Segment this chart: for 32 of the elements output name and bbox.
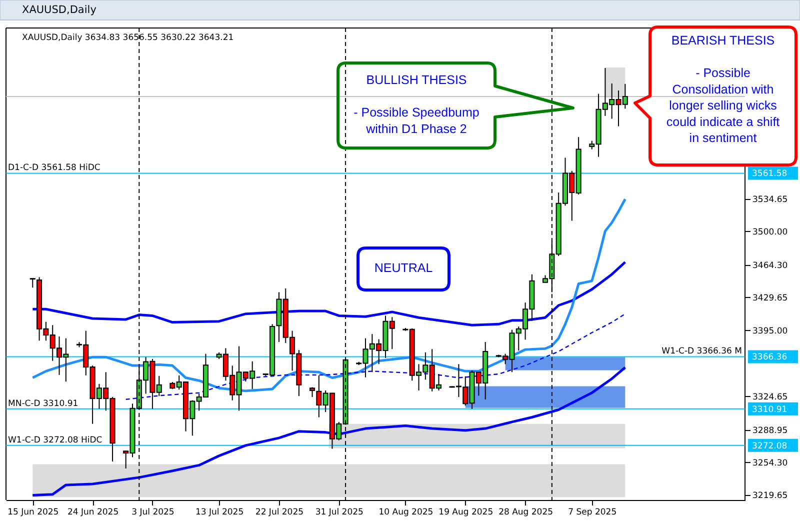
x-tick-label: 10 Aug 2025 <box>378 508 434 518</box>
text: BEARISH THESIS - Possible Consolidation with longer selling wicks could indicate a shift in sentiment <box>666 33 780 146</box>
y-tick-label: 3561.58 <box>752 169 788 180</box>
x-tick-label: 7 Sep 2025 <box>568 508 617 518</box>
x-tick-label: 24 Jun 2025 <box>67 508 119 518</box>
ref-line-label: W1-C-D 3272.08 HiDC <box>8 435 102 446</box>
ref-line-label: D1-C-D 3561.58 HiDC <box>8 163 100 174</box>
x-tick-label: 22 Jul 2025 <box>255 508 304 518</box>
y-tick-label: 3464.30 <box>752 261 788 272</box>
x-tick-label: 31 Jul 2025 <box>315 508 364 518</box>
y-tick-label: 3534.65 <box>752 195 788 206</box>
x-tick-label: 15 Jun 2025 <box>8 508 59 518</box>
y-tick-label: 3366.36 <box>752 352 788 363</box>
ref-line-label: MN-C-D 3310.91 <box>8 398 78 409</box>
y-tick-label: 3395.00 <box>752 326 788 336</box>
ref-line-label: W1-C-D 3366.36 M <box>662 346 742 357</box>
y-tick-label: 3310.91 <box>752 404 788 415</box>
y-tick-label: 3254.30 <box>752 458 788 469</box>
text: XAUUSD,Daily 3634.83 3656.55 3630.22 3643.21 <box>22 33 234 43</box>
y-tick-label: 3272.08 <box>752 441 788 452</box>
y-tick-label: 3219.65 <box>752 491 788 502</box>
x-tick-label: 19 Aug 2025 <box>438 508 494 518</box>
x-tick-label: 28 Aug 2025 <box>498 508 554 518</box>
y-tick-label: 3324.65 <box>752 392 788 402</box>
x-tick-label: 3 Jul 2025 <box>132 508 174 518</box>
y-tick-label: 3288.95 <box>752 426 788 436</box>
text: BULLISH THESIS - Possible Speedbump within D1 Phase 2 <box>354 73 480 136</box>
y-tick-label: 3500.00 <box>752 228 788 238</box>
y-tick-label: 3429.65 <box>752 294 788 304</box>
x-tick-label: 13 Jul 2025 <box>195 508 244 518</box>
annotation: NEUTRAL <box>374 261 433 275</box>
chart-title: XAUUSD,Daily <box>22 4 96 16</box>
